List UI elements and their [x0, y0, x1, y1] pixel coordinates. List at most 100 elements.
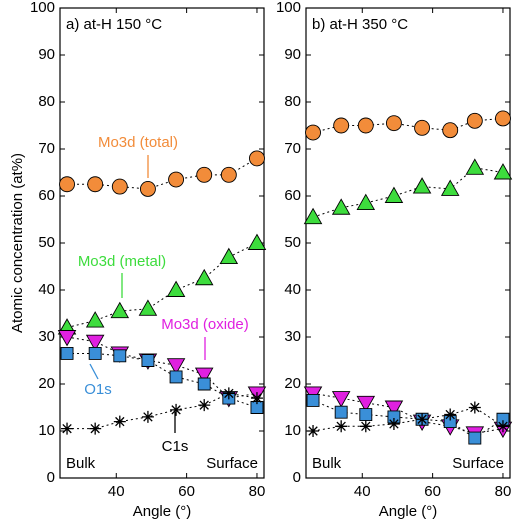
data-point [166, 280, 186, 297]
data-point [416, 413, 429, 426]
data-point [414, 119, 431, 136]
data-point [113, 415, 126, 428]
data-point [495, 110, 511, 127]
data-point [85, 311, 105, 328]
y-tick-label: 60 [38, 187, 55, 204]
y-tick-label: 50 [284, 234, 301, 251]
y-tick-label: 0 [293, 469, 301, 486]
series-line [67, 157, 258, 190]
data-point [87, 176, 104, 193]
y-tick-label: 30 [38, 328, 55, 345]
y-tick-label: 100 [30, 0, 55, 16]
x-tick-label: 60 [178, 483, 195, 500]
annotation: Bulk [66, 455, 96, 472]
data-point [412, 177, 432, 194]
y-tick-label: 60 [284, 187, 301, 204]
y-tick-label: 90 [38, 46, 55, 63]
data-point [59, 176, 75, 193]
data-point [334, 405, 348, 419]
data-point [110, 301, 130, 319]
data-point [465, 158, 485, 175]
data-point [384, 400, 404, 417]
data-point [194, 268, 214, 286]
y-tick-label: 40 [38, 281, 55, 298]
y-tick-label: 80 [284, 93, 301, 110]
data-point [89, 422, 102, 435]
data-point [60, 347, 74, 360]
data-point [356, 193, 376, 210]
data-point [198, 399, 211, 412]
data-point [385, 115, 402, 132]
plot-frame [59, 7, 265, 479]
data-point [359, 420, 372, 433]
data-point [220, 166, 237, 183]
data-point [468, 401, 481, 414]
series-label: Mo3d (oxide) [161, 316, 249, 333]
data-point [250, 392, 263, 405]
data-point [357, 117, 374, 134]
annotation: Surface [206, 455, 258, 472]
data-point [443, 415, 457, 429]
data-point [88, 347, 102, 360]
y-tick-label: 0 [47, 469, 55, 486]
data-point [111, 178, 128, 195]
data-point [331, 391, 351, 408]
y-axis-label: Atomic concentration (at%) [9, 153, 26, 333]
data-point [496, 420, 509, 433]
x-tick-label: 80 [495, 483, 512, 500]
data-point [113, 349, 127, 363]
y-tick-label: 10 [38, 422, 55, 439]
data-point [141, 410, 154, 423]
data-point [496, 412, 510, 426]
data-point [138, 299, 158, 316]
x-axis-label: Angle (°) [379, 503, 438, 520]
y-tick-label: 90 [284, 46, 301, 63]
data-point [250, 401, 264, 414]
annotation: Surface [452, 455, 504, 472]
x-axis-label: Angle (°) [133, 503, 192, 520]
data-point [359, 408, 373, 421]
x-tick-label: 60 [424, 483, 441, 500]
data-point [384, 186, 404, 203]
data-point [306, 394, 320, 407]
data-point [493, 163, 513, 180]
series-line [66, 242, 258, 329]
y-tick-label: 20 [284, 375, 301, 392]
data-point [196, 166, 213, 183]
data-point [387, 410, 401, 424]
data-point [247, 233, 267, 250]
y-tick-label: 70 [284, 140, 301, 157]
y-tick-label: 70 [38, 140, 55, 157]
y-tick-label: 40 [284, 281, 301, 298]
y-tick-label: 80 [38, 93, 55, 110]
data-point [139, 181, 156, 197]
data-point [85, 334, 105, 352]
data-point [303, 207, 323, 225]
y-tick-label: 100 [276, 0, 301, 16]
x-tick-label: 40 [354, 483, 371, 500]
x-tick-label: 80 [249, 483, 266, 500]
data-point [442, 122, 459, 139]
data-point [197, 377, 211, 391]
series-label: O1s [84, 381, 112, 398]
data-point [57, 330, 77, 347]
label-leader [89, 363, 99, 380]
data-point [168, 171, 185, 188]
data-point [249, 150, 265, 167]
data-point [222, 387, 235, 400]
series-line [312, 406, 504, 432]
annotation: Bulk [312, 455, 342, 472]
data-point [194, 367, 214, 385]
y-tick-label: 50 [38, 234, 55, 251]
data-point [387, 417, 400, 430]
data-point [440, 179, 460, 196]
data-point [170, 403, 183, 416]
y-tick-label: 30 [284, 328, 301, 345]
data-point [219, 247, 239, 265]
data-point [333, 117, 350, 134]
data-point [141, 354, 155, 367]
data-point [466, 112, 483, 129]
series-label: Mo3d (metal) [78, 253, 166, 270]
series-line [67, 392, 258, 430]
